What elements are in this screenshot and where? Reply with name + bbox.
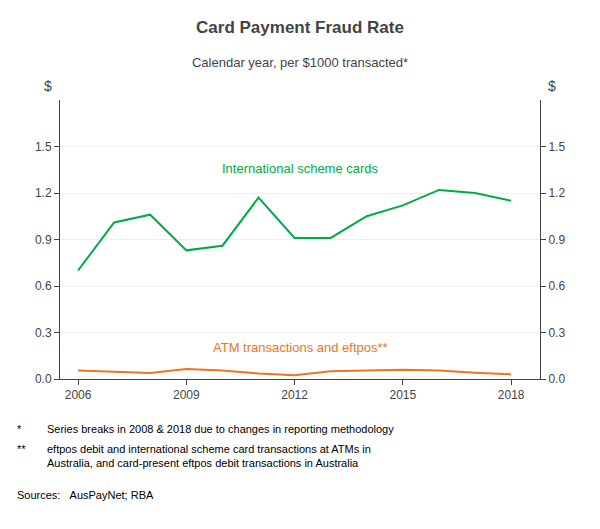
svg-text:ATM transactions and eftpos**: ATM transactions and eftpos** — [213, 340, 388, 355]
svg-text:$: $ — [44, 78, 52, 94]
svg-text:0.3: 0.3 — [35, 326, 52, 340]
svg-text:1.5: 1.5 — [548, 140, 565, 154]
svg-text:Calendar year, per $1000 trans: Calendar year, per $1000 transacted* — [192, 55, 408, 70]
svg-text:Sources: AusPayNet; RBA: Sources: AusPayNet; RBA — [17, 489, 154, 501]
svg-text:0.9: 0.9 — [35, 233, 52, 247]
svg-text:eftpos debit and international: eftpos debit and international scheme ca… — [47, 443, 371, 469]
svg-text:International scheme cards: International scheme cards — [222, 161, 379, 176]
svg-text:2018: 2018 — [498, 388, 525, 402]
svg-text:0.9: 0.9 — [548, 233, 565, 247]
svg-text:2006: 2006 — [65, 388, 92, 402]
svg-text:0.6: 0.6 — [548, 279, 565, 293]
svg-text:Card Payment Fraud Rate: Card Payment Fraud Rate — [196, 18, 404, 37]
svg-text:1.2: 1.2 — [35, 186, 52, 200]
svg-text:0.0: 0.0 — [548, 372, 565, 386]
svg-text:0.6: 0.6 — [35, 279, 52, 293]
svg-text:*: * — [17, 423, 22, 435]
svg-text:2009: 2009 — [173, 388, 200, 402]
svg-text:Series breaks in 2008 & 2018 d: Series breaks in 2008 & 2018 due to chan… — [47, 423, 394, 435]
svg-text:0.3: 0.3 — [548, 326, 565, 340]
svg-text:1.2: 1.2 — [548, 186, 565, 200]
svg-text:1.5: 1.5 — [35, 140, 52, 154]
svg-text:0.0: 0.0 — [35, 372, 52, 386]
svg-text:$: $ — [548, 78, 556, 94]
svg-text:2015: 2015 — [390, 388, 417, 402]
svg-text:2012: 2012 — [281, 388, 308, 402]
svg-text:**: ** — [17, 443, 26, 455]
